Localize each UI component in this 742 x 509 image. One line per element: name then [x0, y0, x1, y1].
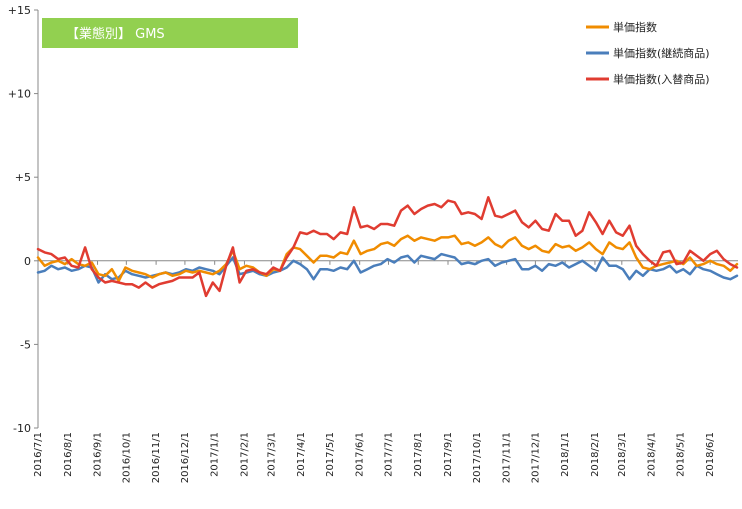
x-tick-label: 2017/1/1 [210, 432, 221, 477]
y-tick-label: +15 [8, 4, 31, 17]
series-lines [36, 196, 739, 298]
x-tick-label: 2017/5/1 [325, 432, 336, 477]
x-tick-label: 2017/4/1 [296, 432, 307, 477]
x-axis: 2016/7/1 2016/8/1 2016/9/1 2016/10/1 2016/11… [33, 260, 738, 483]
x-tick-label: 2016/9/1 [93, 432, 104, 477]
x-tick-label: 2016/12/1 [180, 432, 191, 483]
x-tick-label: 2018/5/1 [675, 432, 686, 477]
x-tick-label: 2018/3/1 [617, 432, 628, 477]
x-tick-label: 2017/7/1 [383, 432, 394, 477]
x-tick-label: 2017/3/1 [266, 432, 277, 477]
series-line-0 [36, 234, 739, 283]
y-tick-label: +5 [15, 171, 31, 184]
x-tick-label: 2018/1/1 [560, 432, 571, 477]
x-tick-label: 2017/8/1 [413, 432, 424, 477]
x-tick-label: 2017/10/1 [472, 432, 483, 483]
x-tick-label: 2016/8/1 [63, 432, 74, 477]
x-tick-label: 2017/6/1 [355, 432, 366, 477]
series-line-1 [36, 252, 739, 284]
x-tick-label: 2017/11/1 [502, 432, 513, 483]
x-tick-label: 2017/2/1 [239, 432, 250, 477]
x-tick-label: 2017/12/1 [530, 432, 541, 483]
series-line-2 [36, 196, 739, 298]
x-tick-label: 2016/10/1 [121, 432, 132, 483]
x-tick-label: 2018/4/1 [647, 432, 658, 477]
chart-title: 【業態別】 GMS [66, 26, 165, 42]
y-tick-label: -5 [20, 338, 31, 351]
title-background [42, 18, 298, 48]
y-axis: +15 +10 +5 0 -5 -10 [8, 4, 39, 435]
x-tick-label: 2016/11/1 [151, 432, 162, 483]
chart-title-box: 【業態別】 GMS [42, 18, 298, 48]
y-tick-label: -10 [13, 422, 31, 435]
y-tick-label: +10 [8, 88, 31, 101]
x-tick-label: 2018/6/1 [705, 432, 716, 477]
y-tick-label: 0 [24, 255, 31, 268]
legend-label-1: 単価指数(継続商品) [613, 46, 710, 60]
legend-label-0: 単価指数 [613, 20, 657, 34]
x-tick-label: 2017/9/1 [443, 432, 454, 477]
legend-label-2: 単価指数(入替商品) [613, 72, 710, 86]
x-tick-label: 2016/7/1 [33, 432, 44, 477]
x-tick-label: 2018/2/1 [590, 432, 601, 477]
